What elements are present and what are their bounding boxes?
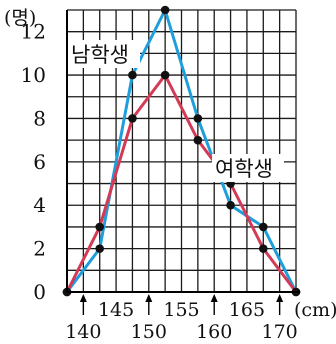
data-point <box>160 5 170 15</box>
x-tick-label: 165 <box>229 299 265 321</box>
data-point <box>95 244 105 253</box>
x-tick-arrowhead <box>210 294 218 302</box>
y-unit-label: (명) <box>4 7 36 29</box>
data-point <box>226 200 235 210</box>
x-tick-arrowhead <box>79 294 87 302</box>
x-tick-label: 140 <box>65 321 101 343</box>
y-tick-label: 6 <box>33 150 46 174</box>
x-tick-label: 170 <box>262 321 298 343</box>
data-point <box>258 244 268 253</box>
x-unit-label: (cm) <box>294 299 336 321</box>
y-tick-label: 8 <box>33 106 46 130</box>
data-point <box>128 114 137 123</box>
series-line <box>65 8 298 293</box>
labels: (명) (cm) <box>4 7 336 321</box>
grid <box>66 9 297 293</box>
y-tick-label: 0 <box>33 280 46 304</box>
x-tick-arrowhead <box>276 294 284 302</box>
data-point <box>193 135 203 145</box>
data-point <box>128 70 137 80</box>
x-tick-label: 150 <box>131 321 167 343</box>
series-label: 여학생 <box>215 157 273 181</box>
series-label: 남학생 <box>71 43 129 67</box>
x-tick-label: 145 <box>98 299 134 321</box>
y-tick-label: 2 <box>33 237 46 261</box>
y-tick-label: 4 <box>33 193 46 217</box>
data-point <box>193 114 203 123</box>
series-line <box>65 73 298 293</box>
x-tick-label: 155 <box>163 299 199 321</box>
x-tick-arrowhead <box>145 294 153 302</box>
series-label-backing <box>212 154 284 182</box>
data-point <box>160 70 170 80</box>
data-point <box>95 222 105 232</box>
data-point <box>258 222 268 232</box>
x-tick-label: 160 <box>196 321 232 343</box>
y-tick-label: 12 <box>21 20 46 44</box>
series-label-backing <box>68 40 140 68</box>
axes: 0 2 4 6 8 10 12 145 155 165 140 150 160 170 <box>21 10 300 343</box>
y-tick-label: 10 <box>21 63 46 87</box>
